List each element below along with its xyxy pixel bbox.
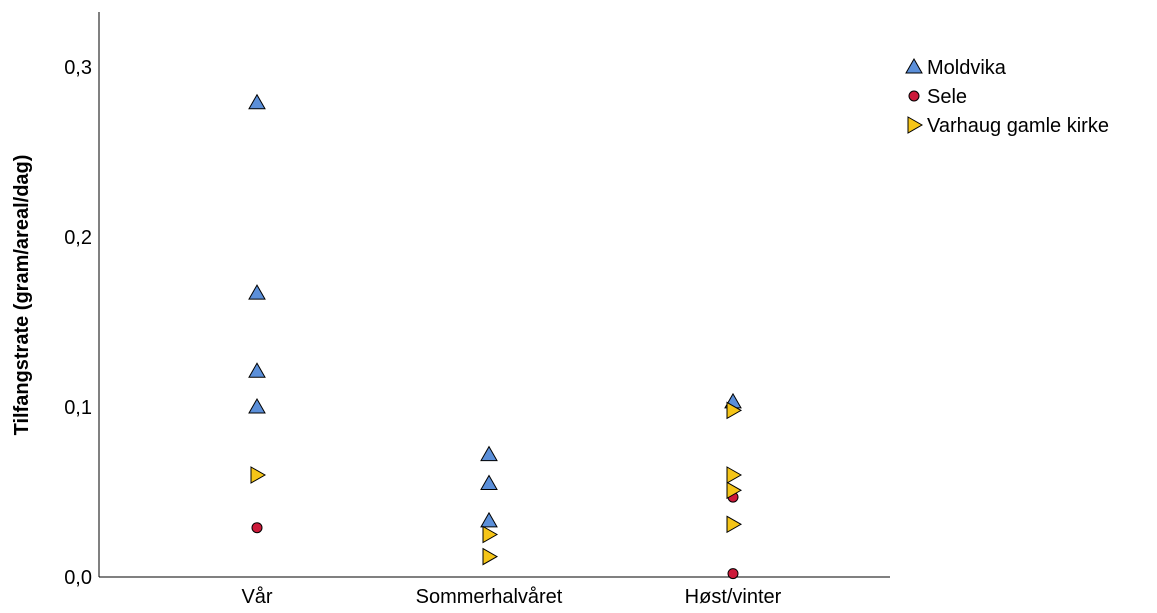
y-axis-title: Tilfangstrate (gram/areal/dag)	[11, 155, 33, 436]
data-point-sele	[727, 568, 739, 580]
legend-marker-varhaug-gamle-kirke	[907, 116, 924, 134]
legend: Moldvika Sele Varhaug gamle kirke	[905, 57, 1109, 137]
data-point-moldvika	[480, 474, 498, 490]
data-point-moldvika	[248, 362, 266, 378]
x-tick-label: Vår	[241, 586, 272, 608]
x-tick-label: Sommerhalvåret	[416, 586, 563, 608]
y-tick-label: 0,3	[64, 57, 92, 79]
data-point-varhaug-gamle-kirke	[726, 481, 743, 500]
data-point-moldvika	[248, 93, 266, 110]
data-point-moldvika	[248, 397, 266, 414]
y-tick-label: 0,1	[64, 397, 92, 419]
legend-marker-moldvika	[905, 57, 923, 74]
legend-marker-sele	[908, 90, 920, 102]
x-tick-label: Høst/vinter	[685, 586, 782, 608]
y-tick-label: 0,0	[64, 567, 92, 589]
data-point-moldvika	[480, 511, 498, 528]
legend-label-moldvika: Moldvika	[927, 57, 1007, 79]
y-tick-label: 0,2	[64, 227, 92, 249]
data-point-sele	[251, 522, 263, 534]
data-marks	[248, 93, 743, 580]
data-point-moldvika	[248, 284, 266, 300]
data-point-varhaug-gamle-kirke	[482, 547, 499, 566]
data-point-varhaug-gamle-kirke	[726, 401, 743, 420]
data-point-moldvika	[480, 445, 498, 462]
axes: 0,0 0,1 0,2 0,3 Vår Sommerhalvåret Høst/vinter…	[11, 12, 890, 608]
data-point-varhaug-gamle-kirke	[726, 466, 743, 484]
legend-label-sele: Sele	[927, 86, 967, 108]
data-point-varhaug-gamle-kirke	[250, 466, 267, 484]
data-point-varhaug-gamle-kirke	[726, 515, 743, 534]
data-point-varhaug-gamle-kirke	[482, 525, 499, 544]
legend-label-varhaug-gamle-kirke: Varhaug gamle kirke	[927, 115, 1109, 137]
